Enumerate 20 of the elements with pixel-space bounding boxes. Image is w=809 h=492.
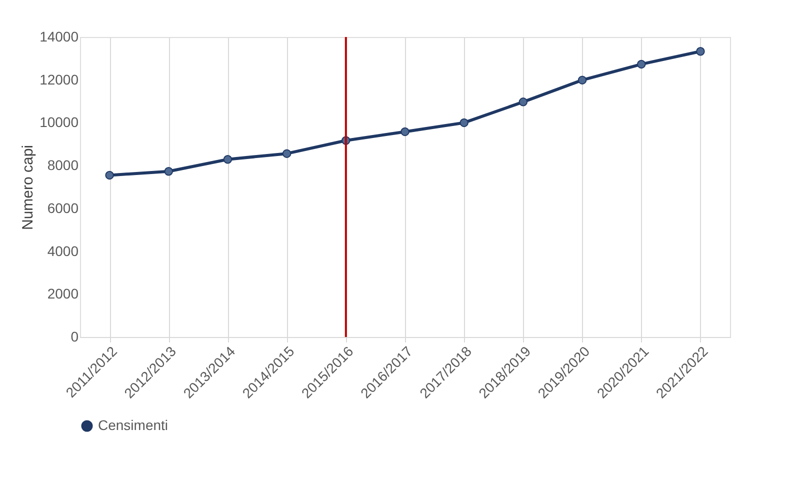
y-tick-label: 2000 [47, 286, 79, 302]
point [636, 60, 646, 69]
y-axis-title: Numero capi [20, 144, 37, 230]
y-tick-label: 8000 [47, 157, 79, 174]
point [223, 154, 232, 164]
y-tick-label: 14000 [40, 28, 79, 44]
point [696, 46, 705, 56]
point [460, 118, 468, 128]
y-tick-label: 0 [70, 328, 79, 344]
y-tick-label: 4000 [47, 242, 79, 259]
y-tick-label: 10000 [40, 114, 79, 130]
legend-label: Censimenti [98, 417, 168, 433]
point [578, 76, 587, 84]
point [518, 98, 528, 106]
point [282, 149, 292, 158]
y-tick-label: 6000 [47, 200, 79, 216]
point [164, 166, 174, 176]
point [400, 127, 410, 136]
point [105, 170, 114, 180]
y-tick-label: 12000 [40, 71, 79, 88]
